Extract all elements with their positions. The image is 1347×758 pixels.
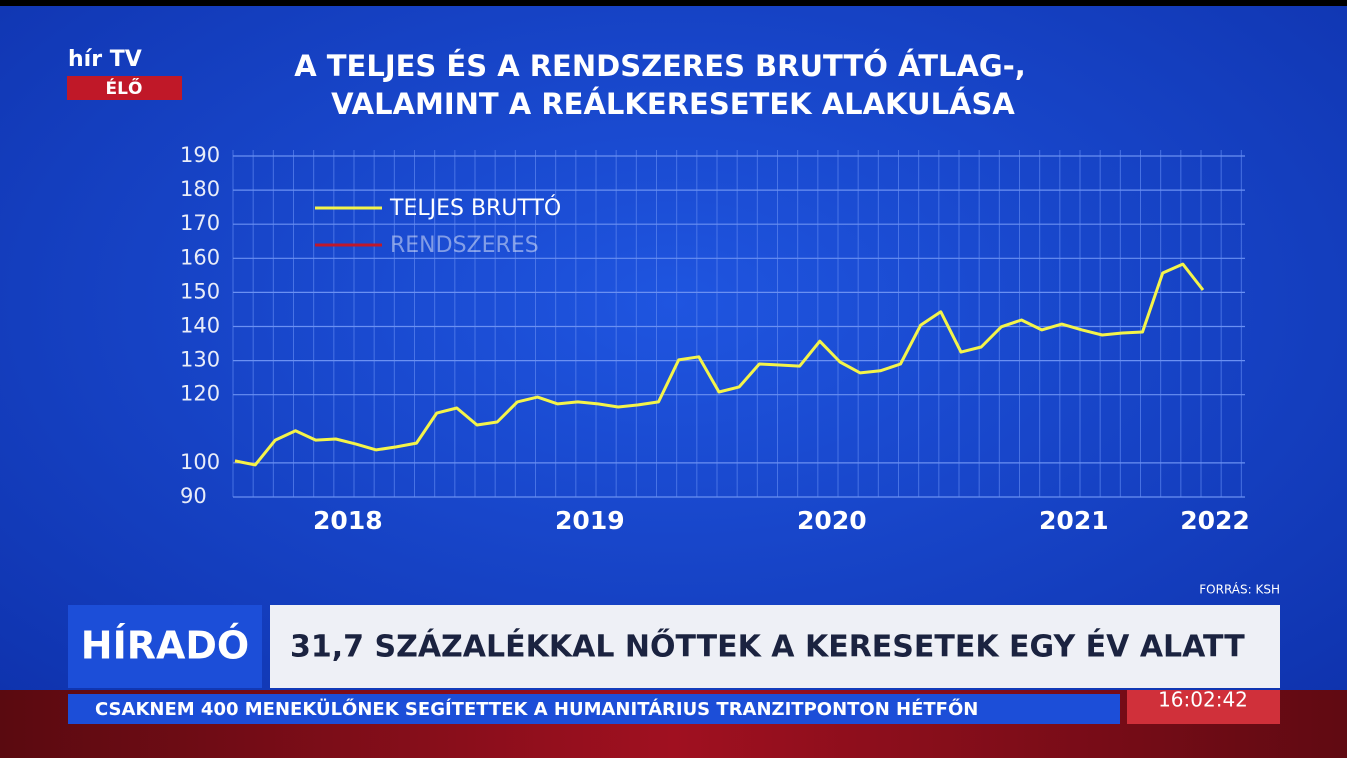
y-tick-label: 90 [180, 484, 207, 508]
logo: hír TV [68, 47, 142, 72]
top-border [0, 0, 1347, 6]
chart-title: VALAMINT A REÁLKERESETEK ALAKULÁSA [331, 87, 1015, 121]
clock: 16:02:42 [1158, 688, 1248, 712]
y-tick-label: 140 [180, 314, 220, 338]
show-box [68, 605, 262, 688]
ticker-box [68, 694, 1120, 724]
y-tick-label: 120 [180, 382, 220, 406]
y-tick-label: 130 [180, 348, 220, 372]
legend-label: TELJES BRUTTÓ [389, 195, 561, 221]
show-name: HÍRADÓ [81, 624, 249, 668]
x-tick-label: 2018 [313, 506, 383, 535]
y-tick-label: 150 [180, 279, 220, 303]
clock-box [1127, 690, 1280, 724]
y-tick-label: 190 [180, 143, 220, 167]
x-tick-label: 2019 [555, 506, 625, 535]
x-tick-label: 2021 [1039, 506, 1109, 535]
source: FORRÁS: KSH [1199, 582, 1280, 597]
y-tick-label: 170 [180, 211, 220, 235]
y-tick-label: 180 [180, 177, 220, 201]
headline: 31,7 SZÁZALÉKKAL NŐTTEK A KERESETEK EGY … [290, 628, 1245, 665]
x-tick-label: 2020 [797, 506, 867, 535]
legend-label: RENDSZERES [390, 233, 539, 258]
line [234, 262, 1205, 467]
live-box [67, 76, 182, 100]
headline-box [270, 605, 1280, 688]
chart-title: A TELJES ÉS A RENDSZERES BRUTTÓ ÁTLAG-, [294, 49, 1026, 83]
y-tick-label: 160 [180, 245, 220, 269]
ticker: CSAKNEM 400 MENEKÜLŐNEK SEGÍTETTEK A HUM… [95, 698, 978, 720]
y-tick-label: 100 [180, 450, 220, 474]
x-tick-label: 2022 [1180, 506, 1250, 535]
live-label: ÉLŐ [106, 77, 143, 99]
